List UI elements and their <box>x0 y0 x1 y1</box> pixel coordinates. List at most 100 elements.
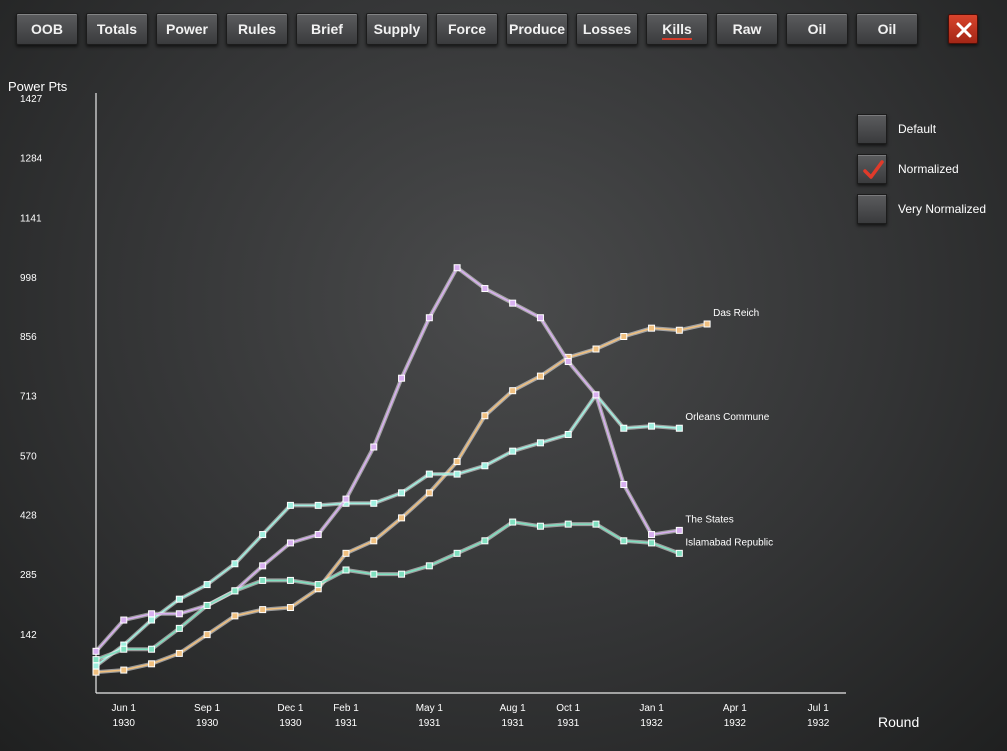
tab-force[interactable]: Force <box>436 13 498 45</box>
data-point <box>92 656 100 664</box>
data-point <box>648 531 656 539</box>
data-point <box>92 662 100 670</box>
data-point <box>148 645 156 653</box>
x-axis-title: Round <box>878 714 920 730</box>
data-point <box>231 560 239 568</box>
data-point <box>286 501 294 509</box>
data-point <box>453 458 461 466</box>
data-point <box>481 462 489 470</box>
data-point <box>120 645 128 653</box>
tab-oil[interactable]: Oil <box>786 13 848 45</box>
default-checkbox[interactable] <box>857 114 887 144</box>
y-tick-label: 1427 <box>20 94 43 105</box>
y-tick-label: 998 <box>20 273 37 284</box>
data-point <box>259 606 267 614</box>
tab-rules[interactable]: Rules <box>226 13 288 45</box>
option-default-label: Default <box>898 122 937 136</box>
data-point <box>648 422 656 430</box>
x-tick-year: 1930 <box>196 718 219 729</box>
tab-power[interactable]: Power <box>156 13 218 45</box>
tab-brief[interactable]: Brief <box>296 13 358 45</box>
data-point <box>675 549 683 557</box>
x-tick-year: 1930 <box>279 718 302 729</box>
data-point <box>648 539 656 547</box>
data-point <box>203 581 211 589</box>
data-point <box>314 501 322 509</box>
data-point <box>536 314 544 322</box>
data-point <box>314 531 322 539</box>
data-point <box>398 570 406 578</box>
data-point <box>564 430 572 438</box>
data-point <box>453 549 461 557</box>
x-tick-label: Jun 1 <box>112 703 137 714</box>
data-point <box>675 424 683 432</box>
series-label: Das Reich <box>713 308 759 319</box>
tab-produce[interactable]: Produce <box>506 13 568 45</box>
data-point <box>370 443 378 451</box>
close-button[interactable] <box>948 14 978 44</box>
option-default[interactable]: Default <box>857 114 997 146</box>
data-point <box>675 526 683 534</box>
data-point <box>148 660 156 668</box>
data-point <box>286 576 294 584</box>
data-point <box>592 520 600 528</box>
y-tick-label: 856 <box>20 332 37 343</box>
data-point <box>564 358 572 366</box>
series-the-states: The States <box>92 264 734 655</box>
data-point <box>342 566 350 574</box>
y-tick-label: 285 <box>20 570 37 581</box>
data-point <box>592 391 600 399</box>
normalized-checkbox[interactable] <box>857 154 887 184</box>
x-tick-label: Feb 1 <box>333 703 359 714</box>
data-point <box>481 537 489 545</box>
data-point <box>259 531 267 539</box>
tab-losses[interactable]: Losses <box>576 13 638 45</box>
data-point <box>92 647 100 655</box>
data-point <box>398 489 406 497</box>
data-point <box>425 562 433 570</box>
data-point <box>148 616 156 624</box>
data-point <box>175 624 183 632</box>
x-tick-year: 1931 <box>557 718 580 729</box>
data-point <box>509 299 517 307</box>
x-tick-year: 1930 <box>113 718 136 729</box>
option-normalized[interactable]: Normalized <box>857 154 997 186</box>
data-point <box>370 499 378 507</box>
tab-oob[interactable]: OOB <box>16 13 78 45</box>
data-point <box>342 549 350 557</box>
data-point <box>592 345 600 353</box>
y-tick-label: 713 <box>20 392 37 403</box>
data-point <box>620 537 628 545</box>
data-point <box>453 470 461 478</box>
data-point <box>259 576 267 584</box>
tab-kills[interactable]: Kills <box>646 13 708 45</box>
data-point <box>120 666 128 674</box>
very-normalized-checkbox[interactable] <box>857 194 887 224</box>
data-point <box>425 470 433 478</box>
option-normalized-label: Normalized <box>898 162 959 176</box>
tab-oil-2[interactable]: Oil <box>856 13 918 45</box>
series-line-glow <box>95 519 681 662</box>
x-tick-year: 1932 <box>724 718 747 729</box>
tab-totals[interactable]: Totals <box>86 13 148 45</box>
data-point <box>398 374 406 382</box>
tab-supply[interactable]: Supply <box>366 13 428 45</box>
chart-series: Das Reich Orleans Commune The States Islama… <box>92 264 773 676</box>
option-very-normalized[interactable]: Very Normalized <box>857 194 997 226</box>
y-tick-label: 428 <box>20 511 37 522</box>
series-line <box>95 266 680 652</box>
data-point <box>259 562 267 570</box>
tab-raw[interactable]: Raw <box>716 13 778 45</box>
option-very-normalized-label: Very Normalized <box>898 202 987 216</box>
data-point <box>203 601 211 609</box>
x-tick-year: 1931 <box>335 718 358 729</box>
y-tick-label: 570 <box>20 451 37 462</box>
data-point <box>286 604 294 612</box>
data-point <box>481 285 489 293</box>
x-tick-label: Oct 1 <box>556 703 580 714</box>
x-tick-label: Aug 1 <box>500 703 527 714</box>
series-label: Islamabad Republic <box>685 537 773 548</box>
x-tick-label: Jul 1 <box>808 703 830 714</box>
y-tick-label: 1284 <box>20 154 43 165</box>
